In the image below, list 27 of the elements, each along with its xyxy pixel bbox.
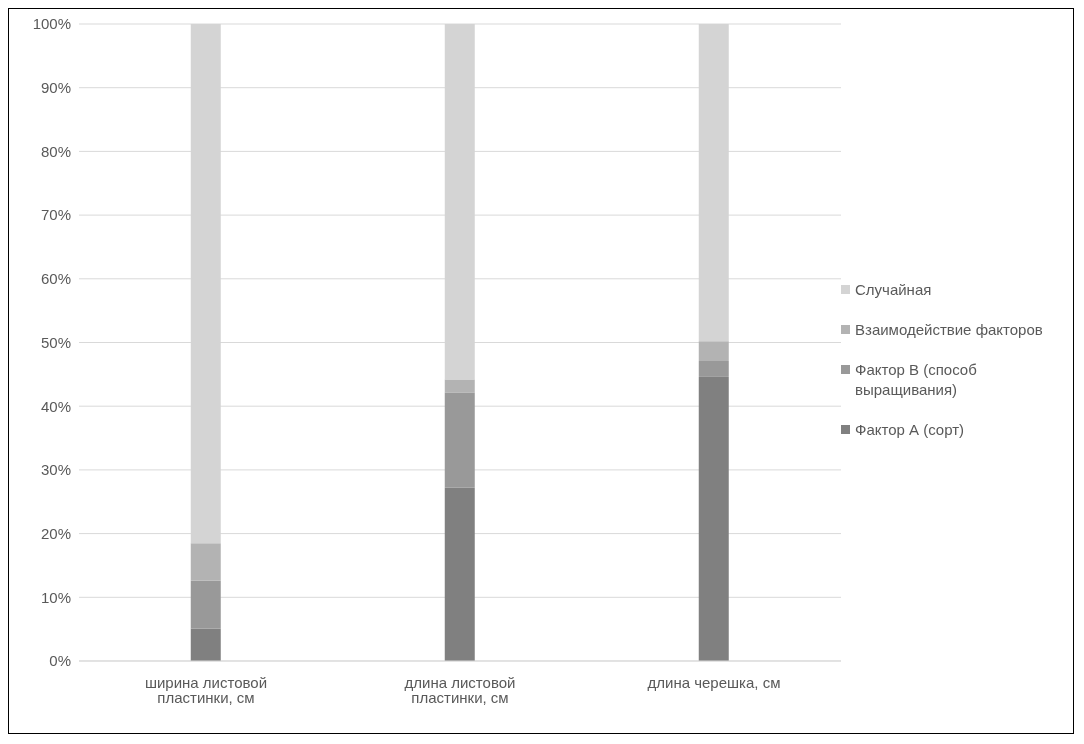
bar bbox=[190, 580, 221, 629]
y-tick-label: 60% bbox=[40, 270, 71, 288]
x-tick-label: ширина листовой пластинки, см bbox=[144, 673, 268, 706]
y-tick-label: 70% bbox=[40, 206, 71, 224]
y-tick-label: 30% bbox=[40, 461, 71, 479]
legend-label: Взаимодействие факторов bbox=[855, 320, 1043, 340]
bar bbox=[698, 376, 729, 661]
bar bbox=[444, 379, 475, 393]
y-tick-label: 0% bbox=[49, 652, 71, 670]
bar bbox=[444, 487, 475, 661]
legend-label: Фактор А (сорт) bbox=[855, 420, 965, 440]
bar bbox=[444, 392, 475, 488]
y-tick-label: 100% bbox=[32, 15, 71, 33]
y-tick-label: 10% bbox=[40, 588, 71, 606]
bar bbox=[698, 341, 729, 361]
bar bbox=[190, 543, 221, 581]
bar bbox=[190, 628, 221, 661]
y-tick-label: 50% bbox=[40, 333, 71, 351]
y-tick-label: 40% bbox=[40, 397, 71, 415]
y-tick-label: 90% bbox=[40, 79, 71, 97]
y-tick-label: 20% bbox=[40, 524, 71, 542]
y-tick-label: 80% bbox=[40, 142, 71, 160]
legend-label: Случайная bbox=[855, 280, 932, 300]
legend-label: Фактор В (способ выращивания) bbox=[855, 360, 978, 400]
x-tick-label: длина черешка, см bbox=[647, 673, 781, 691]
x-tick-label: длина листовой пластинки, см bbox=[404, 673, 516, 706]
bar bbox=[698, 360, 729, 377]
